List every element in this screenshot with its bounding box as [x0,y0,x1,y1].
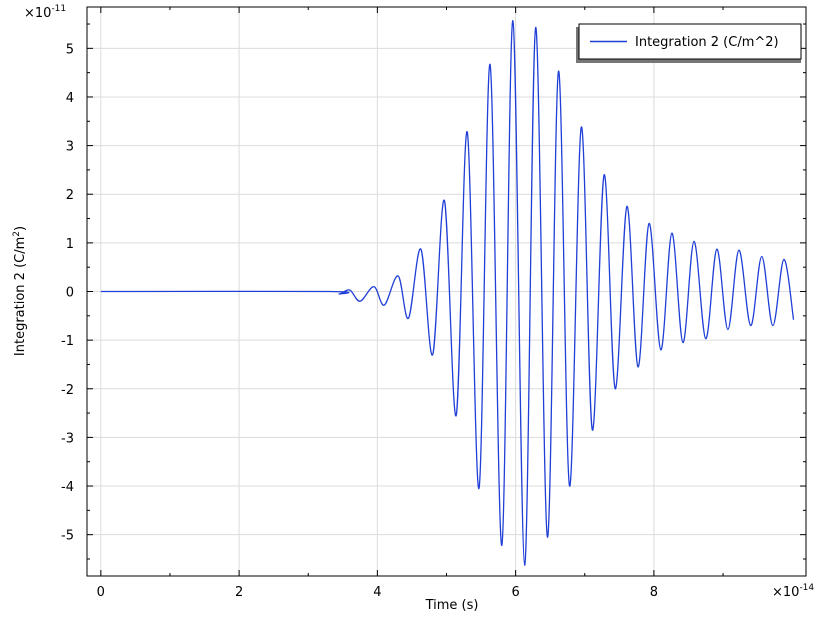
x-multiplier-base: ×10 [772,585,799,600]
y-axis-title-main: Integration 2 (C/m [13,237,28,356]
x-tick-label: 4 [373,585,381,600]
y-multiplier: ×10-11 [24,4,66,21]
legend: Integration 2 (C/m^2) [576,23,802,63]
y-tick-label: 4 [66,91,74,106]
axis-ticks [87,7,806,576]
y-tick-label: -5 [61,529,74,544]
y-multiplier-exp: -11 [51,4,66,14]
x-multiplier-exp: -14 [799,583,814,593]
y-tick-label: 3 [66,140,74,155]
y-tick-label: -1 [61,334,74,349]
series-group [100,19,795,566]
y-tick-label: 0 [66,286,74,301]
x-multiplier: ×10-14 [772,583,814,600]
y-tick-label: 5 [66,42,74,57]
x-tick-label: 8 [650,585,658,600]
y-axis-title: Integration 2 (C/m2) [12,226,28,356]
grid-lines [87,7,806,576]
y-multiplier-base: ×10 [24,6,51,21]
y-axis-title-end: ) [13,226,28,231]
x-tick-label: 0 [97,585,105,600]
legend-label-integration-2: Integration 2 (C/m^2) [635,35,779,50]
y-tick-label: -4 [61,480,74,495]
x-tick-label: 6 [511,585,519,600]
y-tick-label: 1 [66,237,74,252]
x-tick-label: 2 [235,585,243,600]
series-line-0 [100,19,795,566]
y-tick-label: -3 [61,431,74,446]
y-tick-label: -2 [61,383,74,398]
y-axis-title-sup: 2 [12,231,22,237]
x-axis-title: Time (s) [425,598,479,613]
y-tick-labels: 5 4 3 2 1 0 -1 -2 -3 -4 -5 [61,42,74,543]
y-tick-label: 2 [66,188,74,203]
x-tick-labels: 0 2 4 6 8 [97,585,658,600]
